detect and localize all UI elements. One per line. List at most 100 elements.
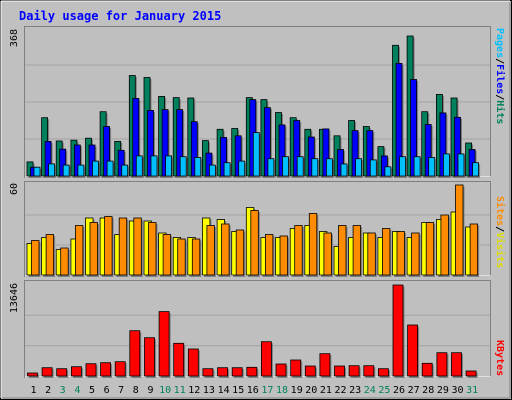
files-bar [132,98,140,177]
sites-bar [455,184,464,276]
pages-bar [223,162,231,177]
kbytes-bar [392,284,404,377]
sites-bar [425,222,435,276]
kbytes-bar [144,337,155,377]
files-bar [380,155,388,177]
sites-bar [381,228,391,276]
kbytes-bar [319,353,331,377]
middle-legend: Sites/Visits [494,196,506,268]
legend-pages: Pages [494,28,505,58]
day-label: 16 [247,385,259,396]
pages-bar [384,166,392,177]
kbytes-bar [129,330,141,377]
files-bar [176,109,184,177]
files-bar [117,149,125,177]
kbytes-bar [407,324,419,377]
files-bar [322,128,330,177]
pages-bar [252,132,260,177]
day-label: 12 [188,385,200,396]
kbytes-bar [41,367,53,377]
day-label: 23 [349,385,361,396]
sites-bar [352,225,362,276]
top-legend: Pages/Files/Hits [494,28,506,124]
sites-bar [338,225,347,276]
files-bar [424,124,432,177]
kbytes-bar [100,362,111,377]
pages-bar [369,159,377,177]
kbytes-bar [231,367,243,377]
pages-bar [296,156,304,177]
sites-bar [235,229,245,276]
sites-bar [469,223,479,276]
kbytes-bar [465,370,477,377]
sites-bar [308,213,318,276]
legend-hits: Hits [494,100,506,124]
sites-bar [31,240,40,276]
kbytes-bar [334,365,345,377]
kbytes-bar [290,359,302,377]
files-bar [220,136,228,177]
files-bar [205,152,213,177]
day-label: 20 [305,385,317,396]
files-bar [395,63,403,177]
files-bar [293,120,301,177]
pages-bar [33,166,41,177]
kbytes-bar [71,366,82,377]
pages-bar [121,164,129,177]
sites-bar [411,232,420,276]
sites-bar [162,234,172,276]
sites-bar [133,217,142,276]
pages-bar [457,153,465,177]
day-label: 21 [320,385,332,396]
pages-bar [267,158,275,177]
day-label: 6 [104,385,110,396]
pages-bar [413,156,421,177]
day-label: 1 [30,385,36,396]
sites-bar [396,231,405,276]
sites-bar [440,214,449,276]
files-bar [103,126,110,177]
day-label: 4 [74,385,80,396]
bottom-panel [24,280,491,378]
sites-bar [75,225,84,276]
legend-visits: Visits [494,232,506,268]
day-label: 5 [89,385,95,396]
day-label: 3 [60,385,66,396]
files-bar [263,107,271,177]
files-bar [59,148,67,177]
kbytes-bar [260,341,272,377]
sites-bar [294,225,303,276]
day-label: 11 [174,385,186,396]
day-label: 22 [334,385,346,396]
day-label: 15 [232,385,244,396]
files-bar [190,121,198,177]
kbytes-bar [217,367,229,377]
pages-bar [77,164,85,177]
sites-bar [250,210,259,276]
day-label: 8 [133,385,139,396]
top-ymax-label: 368 [9,29,20,47]
pages-bar [282,156,289,177]
day-label: 18 [276,385,288,396]
files-bar [439,112,447,177]
pages-bar [62,164,70,177]
kbytes-bar [377,368,389,377]
legend-sites: Sites [494,196,506,226]
files-bar [454,116,461,177]
kbytes-bar [304,365,316,377]
kbytes-bar [246,366,258,377]
legend-sep-3: / [494,226,505,232]
pages-bar [92,160,99,177]
middle-bars [26,184,480,277]
kbytes-bar [202,368,214,377]
sites-bar [148,222,157,276]
sites-bar [89,222,98,276]
files-bar [161,109,169,177]
day-label: 30 [451,385,463,396]
pages-bar [325,158,333,177]
kbytes-bar [173,342,185,377]
sites-bar [118,217,128,276]
day-label: 7 [118,385,124,396]
files-bar [234,135,242,177]
pages-bar [106,160,114,177]
